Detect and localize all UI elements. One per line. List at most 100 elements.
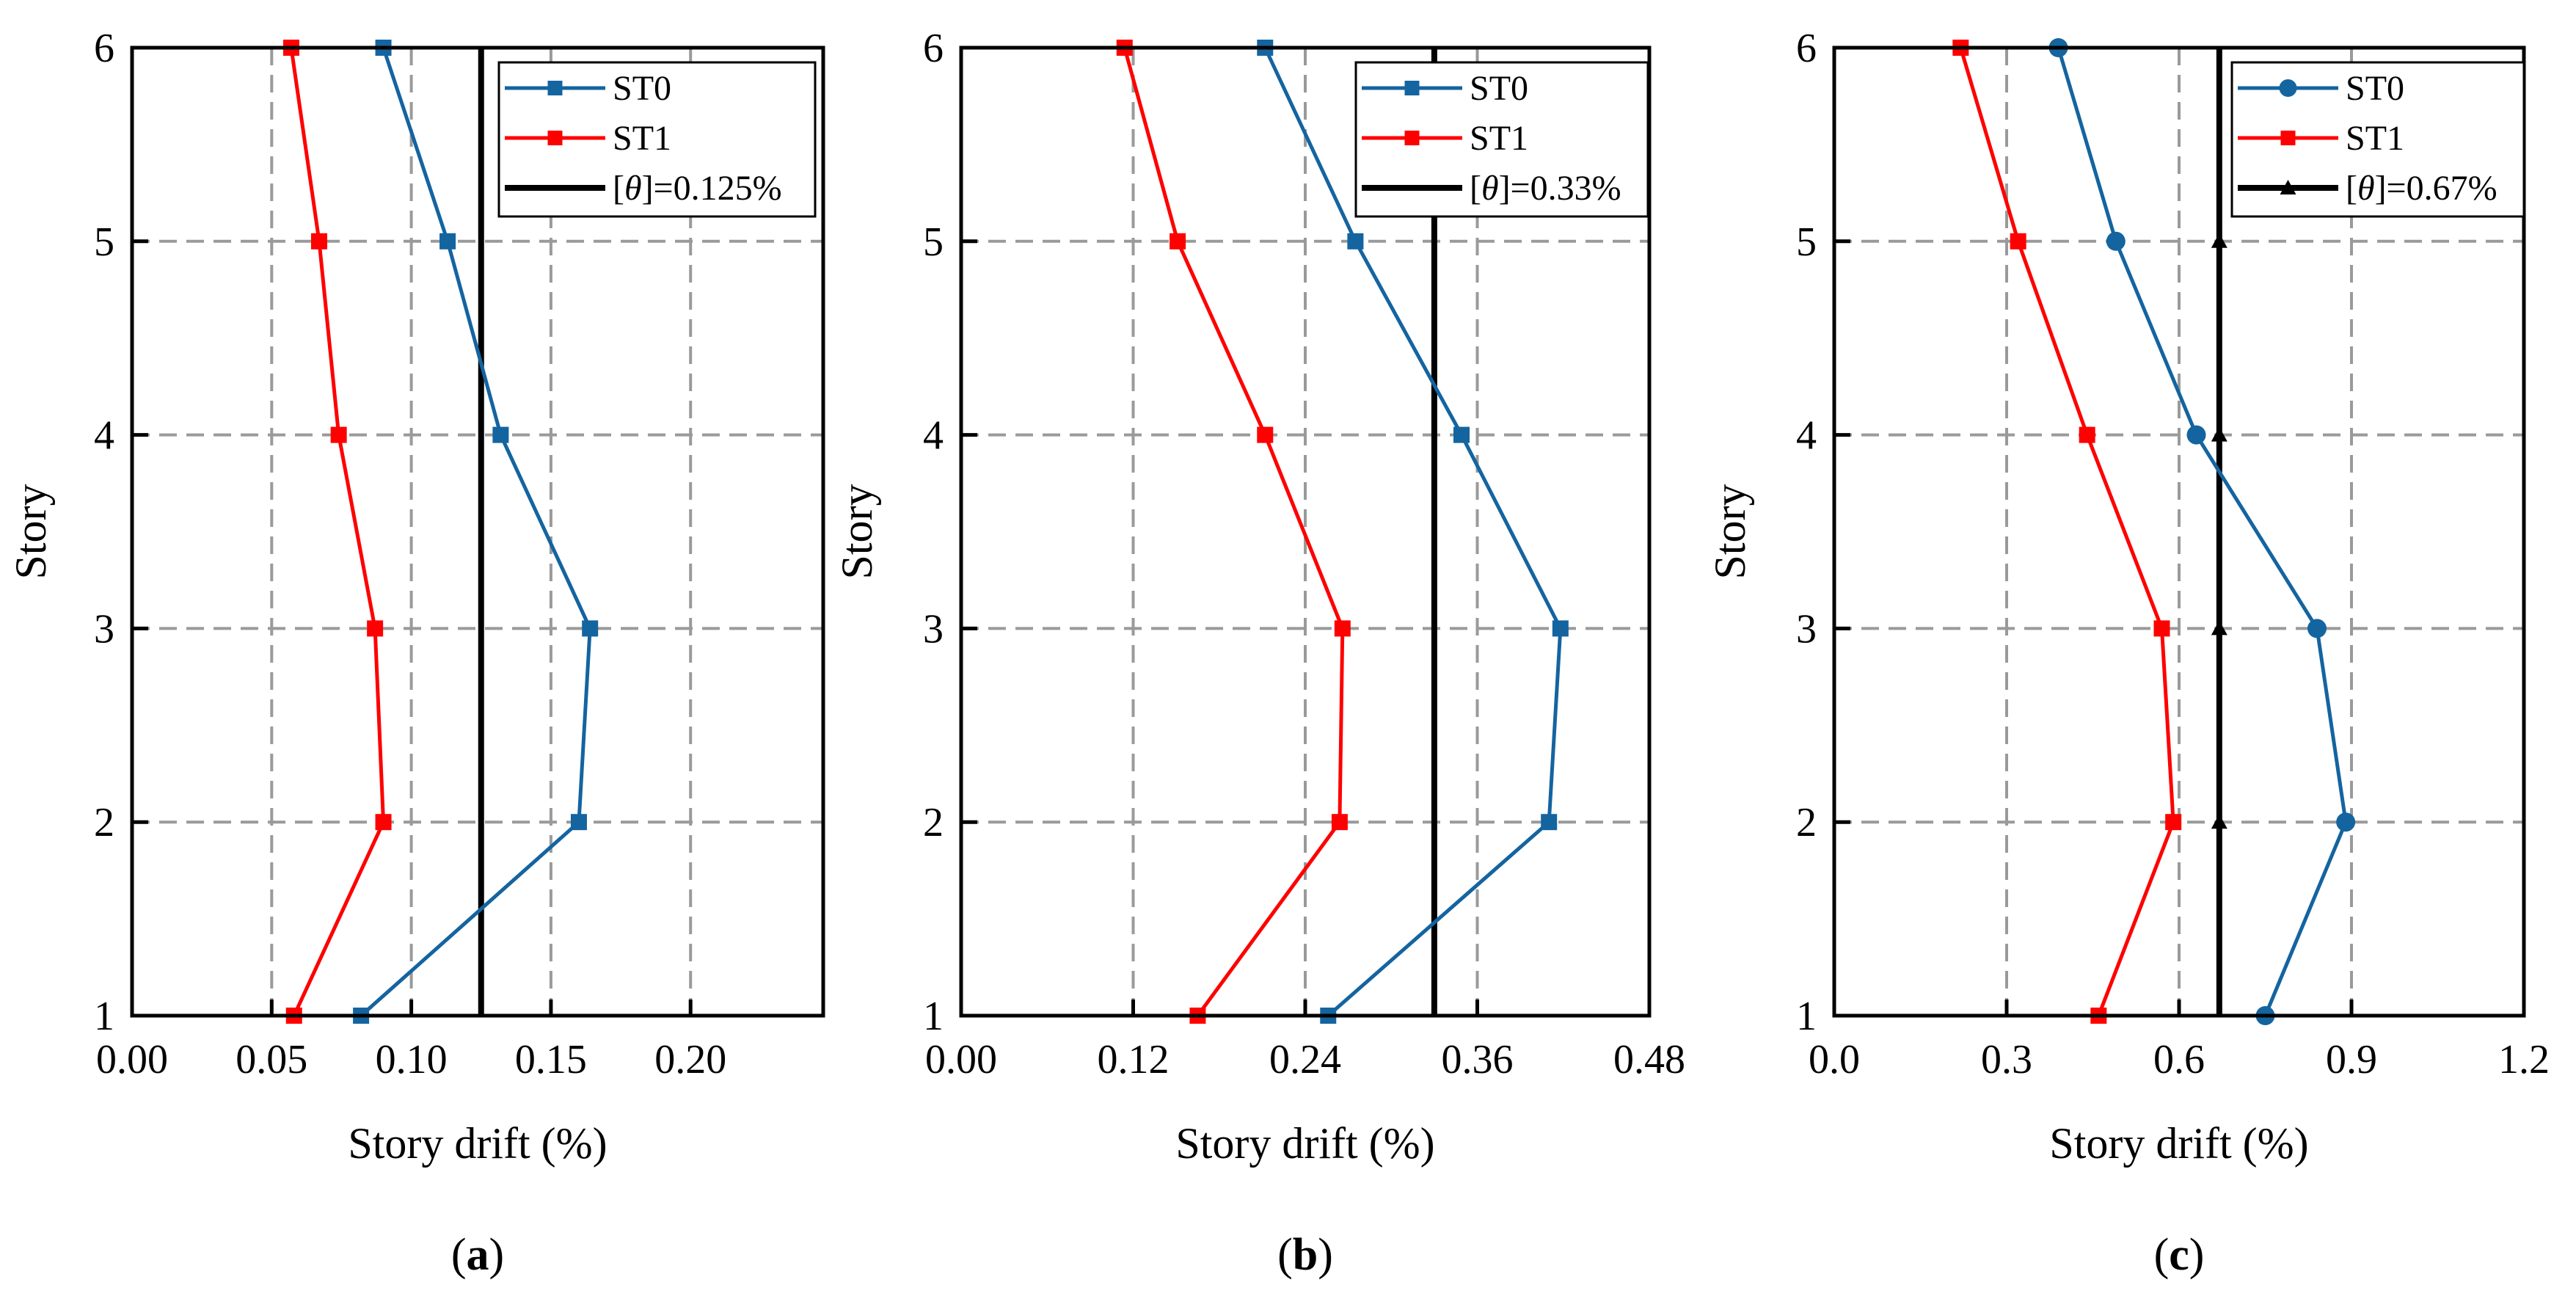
legend-limit-suffix: ]=0.33% — [1499, 169, 1621, 208]
legend-limit-suffix: ]=0.125% — [642, 169, 782, 208]
legend-marker-st1 — [2280, 131, 2296, 145]
point-st1-story-4 — [1257, 426, 1274, 443]
series-line-st1 — [289, 47, 386, 1017]
panel-label: (a) — [451, 1230, 504, 1280]
legend-marker-st0 — [2279, 79, 2297, 97]
legend-limit-symbol: θ — [624, 169, 642, 208]
x-tick-label-1: 0.3 — [1981, 1037, 2032, 1082]
point-st0-story-2 — [2336, 812, 2356, 832]
point-st0-story-3 — [2307, 619, 2327, 638]
point-st1-story-3 — [1334, 620, 1351, 637]
y-axis-title: Story — [1706, 484, 1754, 579]
panel-b: 0.00 0.12 0.24 0.36 0.48 1 2 3 4 5 6 Story drift (%… — [833, 26, 1685, 1280]
series-line-st0 — [2057, 47, 2348, 1016]
x-tick-label-1: 0.05 — [236, 1037, 307, 1082]
legend-label-st0: ST0 — [1470, 69, 1528, 108]
y-tick-label-1: 2 — [923, 800, 944, 845]
legend-label-limit: [θ]=0.67% — [2346, 169, 2497, 208]
y-tick-label-1: 2 — [94, 800, 114, 845]
y-tick-label-3: 4 — [923, 413, 944, 459]
panel-label-open: ( — [451, 1230, 467, 1280]
x-tick-label-4: 1.2 — [2498, 1037, 2550, 1082]
legend-limit-prefix: [ — [1470, 169, 1481, 208]
point-st1-story-2 — [1331, 814, 1348, 831]
y-tick-label-4: 5 — [923, 219, 944, 265]
y-tick-label-5: 6 — [923, 26, 944, 71]
legend-marker-st1 — [547, 131, 563, 145]
panel-label-close: ) — [2189, 1230, 2205, 1280]
panel-c: 0.0 0.3 0.6 0.9 1.2 1 2 3 4 5 6 Story drift (%) Stor… — [1706, 26, 2550, 1280]
point-st0-story-2 — [1541, 814, 1558, 831]
x-tick-label-2: 0.24 — [1269, 1037, 1341, 1082]
x-axis-title: Story drift (%) — [2049, 1119, 2308, 1168]
legend-marker-st0 — [547, 81, 563, 95]
legend-limit-symbol: θ — [2357, 169, 2375, 208]
legend-label-limit: [θ]=0.125% — [613, 169, 782, 208]
y-tick-label-3: 4 — [1796, 413, 1817, 459]
point-st0-story-3 — [582, 620, 599, 637]
point-st1-story-3 — [2153, 620, 2170, 637]
panel-label-letter: c — [2169, 1230, 2189, 1280]
legend-label-st0: ST0 — [613, 69, 671, 108]
legend-label-limit: [θ]=0.33% — [1470, 169, 1621, 208]
point-st1-story-4 — [330, 426, 347, 443]
panel-label-letter: b — [1293, 1230, 1318, 1280]
legend-marker-st1 — [1404, 131, 1420, 145]
point-st0-story-5 — [439, 233, 456, 250]
legend-label-st1: ST1 — [2346, 119, 2404, 158]
series-line-st1 — [1123, 47, 1345, 1017]
y-tick-label-4: 5 — [94, 219, 114, 265]
x-axis-title: Story drift (%) — [348, 1119, 607, 1168]
point-st0-story-4 — [1453, 426, 1470, 443]
x-axis-title: Story drift (%) — [1175, 1119, 1434, 1168]
point-st0-story-3 — [1552, 620, 1569, 637]
point-st0-story-5 — [1347, 233, 1364, 250]
y-tick-label-5: 6 — [94, 26, 114, 71]
panel-label-open: ( — [2154, 1230, 2170, 1280]
legend-limit-prefix: [ — [2346, 169, 2357, 208]
legend-label-st1: ST1 — [613, 119, 671, 158]
panel-label-close: ) — [489, 1230, 505, 1280]
limit-marker-3 — [2211, 426, 2227, 442]
legend-marker-st0 — [1404, 81, 1420, 95]
y-tick-label-2: 3 — [94, 606, 114, 652]
point-st0-story-2 — [570, 814, 587, 831]
point-st1-story-5 — [2010, 233, 2026, 250]
legend-limit-suffix: ]=0.67% — [2375, 169, 2497, 208]
plot-frame — [130, 45, 825, 1018]
x-tick-label-3: 0.15 — [515, 1037, 587, 1082]
x-tick-label-0: 0.0 — [1809, 1037, 1860, 1082]
series-line-st0 — [1263, 46, 1563, 1017]
panel-label-open: ( — [1277, 1230, 1293, 1280]
y-tick-label-0: 1 — [94, 994, 114, 1039]
panel-a: 0.00 0.05 0.10 0.15 0.20 1 2 3 4 5 6 Story drift (%… — [7, 26, 825, 1280]
series-line-st0 — [360, 47, 592, 1017]
point-st0-story-4 — [492, 426, 509, 443]
x-tick-label-0: 0.00 — [96, 1037, 168, 1082]
point-st1-story-2 — [2165, 814, 2182, 831]
y-tick-label-4: 5 — [1796, 219, 1817, 265]
y-tick-label-2: 3 — [1796, 606, 1817, 652]
legend-label-st1: ST1 — [1470, 119, 1528, 158]
legend-marker-limit — [2280, 180, 2296, 194]
y-axis-title: Story — [833, 484, 881, 579]
x-tick-label-2: 0.6 — [2153, 1037, 2205, 1082]
limit-marker-2 — [2211, 620, 2227, 636]
x-tick-label-1: 0.12 — [1098, 1037, 1170, 1082]
y-tick-label-0: 1 — [923, 994, 944, 1039]
point-st0-story-4 — [2186, 425, 2206, 445]
limit-marker-1 — [2211, 814, 2227, 829]
x-tick-label-3: 0.36 — [1442, 1037, 1514, 1082]
point-st1-story-5 — [1170, 233, 1186, 250]
legend: ST0 ST1 [θ]=0.33% — [1354, 61, 1649, 218]
y-tick-label-1: 2 — [1796, 800, 1817, 845]
y-tick-label-3: 4 — [94, 413, 114, 459]
x-tick-label-3: 0.9 — [2326, 1037, 2377, 1082]
y-tick-label-5: 6 — [1796, 26, 1817, 71]
point-st1-story-2 — [375, 814, 392, 831]
point-st1-story-5 — [311, 233, 328, 250]
legend: ST0 ST1 [θ]=0.125% — [497, 61, 817, 218]
panel-label: (c) — [2154, 1230, 2205, 1280]
y-tick-label-0: 1 — [1796, 994, 1817, 1039]
